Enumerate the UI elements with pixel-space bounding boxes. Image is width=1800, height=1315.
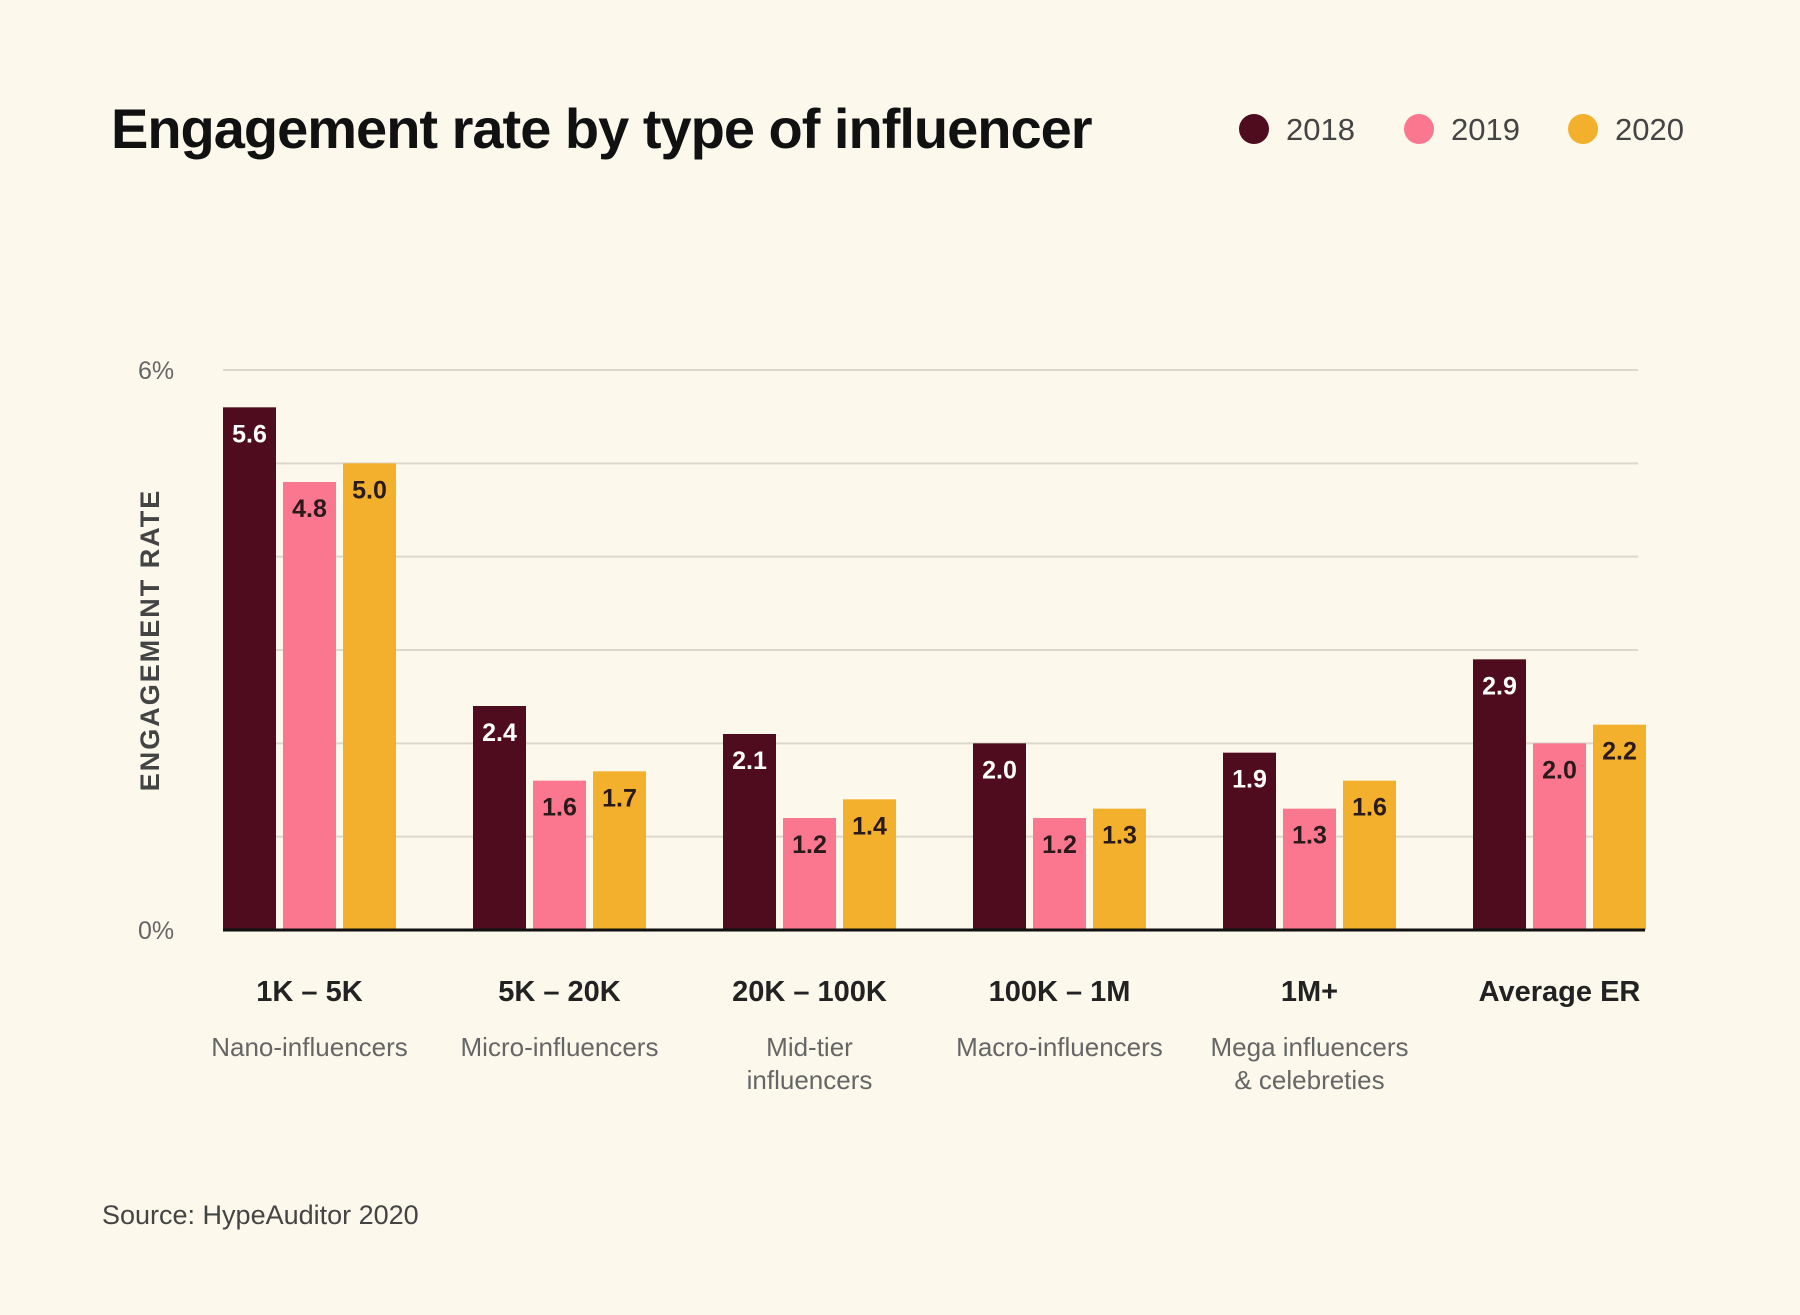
data-label: 2.0 (982, 756, 1017, 784)
category-subtitle: & celebreties (1234, 1065, 1384, 1095)
bar-2020-1 (593, 771, 646, 930)
bar-2019-3 (1033, 818, 1086, 930)
y-tick-label: 0% (138, 917, 174, 945)
bar-2020-3 (1093, 808, 1146, 930)
bar-2019-4 (1283, 808, 1336, 930)
bars: 5.6 4.8 5.0 2.4 1.6 1.7 2.1 1.2 1.4 2.0 1.2 1.3 1.9 1… (223, 407, 1646, 930)
bar-2019-5 (1533, 743, 1586, 930)
bar-2018-5 (1473, 659, 1526, 930)
category-subtitle: Micro-influencers (461, 1032, 659, 1062)
data-label: 1.2 (792, 831, 827, 859)
data-label: 2.9 (1482, 672, 1517, 700)
data-label: 4.8 (292, 495, 327, 523)
data-label: 1.9 (1232, 766, 1267, 794)
bar-2019-1 (533, 780, 586, 930)
bar-2020-0 (343, 463, 396, 930)
bar-2020-2 (843, 799, 896, 930)
category-subtitle: Nano-influencers (211, 1032, 408, 1062)
category-label: 5K – 20K (498, 976, 621, 1008)
data-label: 1.4 (852, 812, 887, 840)
legend: 2018 2019 2020 (1239, 112, 1684, 147)
data-label: 1.6 (542, 794, 577, 822)
category-subtitle: Mega influencers (1211, 1032, 1409, 1062)
category-label: 1M+ (1281, 976, 1338, 1008)
bar-2018-4 (1223, 752, 1276, 930)
category-label: Average ER (1479, 976, 1641, 1008)
legend-swatch-2019 (1404, 114, 1434, 144)
bar-2020-5 (1593, 724, 1646, 930)
category-subtitle: Macro-influencers (956, 1032, 1163, 1062)
legend-label-2019: 2019 (1451, 112, 1520, 147)
y-axis-title: ENGAGEMENT RATE (135, 489, 165, 792)
category-label: 20K – 100K (732, 976, 887, 1008)
data-label: 2.1 (732, 747, 767, 775)
category-label: 1K – 5K (256, 976, 362, 1008)
category-subtitle: influencers (747, 1065, 873, 1095)
data-label: 2.2 (1602, 738, 1637, 766)
chart-title: Engagement rate by type of influencer (111, 97, 1092, 160)
data-label: 1.6 (1352, 794, 1387, 822)
legend-label-2018: 2018 (1286, 112, 1355, 147)
data-label: 2.0 (1542, 756, 1577, 784)
source-note: Source: HypeAuditor 2020 (102, 1200, 419, 1230)
bar-2019-2 (783, 818, 836, 930)
legend-swatch-2018 (1239, 114, 1269, 144)
bar-2018-0 (223, 407, 276, 930)
legend-label-2020: 2020 (1615, 112, 1684, 147)
data-label: 1.3 (1102, 822, 1137, 850)
category-label: 100K – 1M (989, 976, 1131, 1008)
data-label: 1.2 (1042, 831, 1077, 859)
data-label: 5.6 (232, 420, 267, 448)
bar-2018-2 (723, 734, 776, 930)
y-axis-ticks: 0% 6% (138, 357, 174, 945)
legend-swatch-2020 (1568, 114, 1598, 144)
data-label: 1.3 (1292, 822, 1327, 850)
y-tick-label: 6% (138, 357, 174, 385)
bar-2018-3 (973, 743, 1026, 930)
data-label: 2.4 (482, 719, 517, 747)
data-label: 1.7 (602, 784, 637, 812)
gridlines (223, 369, 1638, 838)
data-label: 5.0 (352, 476, 387, 504)
category-labels: 1K – 5K Nano-influencers 5K – 20K Micro-inf… (211, 976, 1640, 1095)
bar-2018-1 (473, 706, 526, 930)
bar-2019-0 (283, 482, 336, 930)
bar-2020-4 (1343, 780, 1396, 930)
category-subtitle: Mid-tier (766, 1032, 853, 1062)
